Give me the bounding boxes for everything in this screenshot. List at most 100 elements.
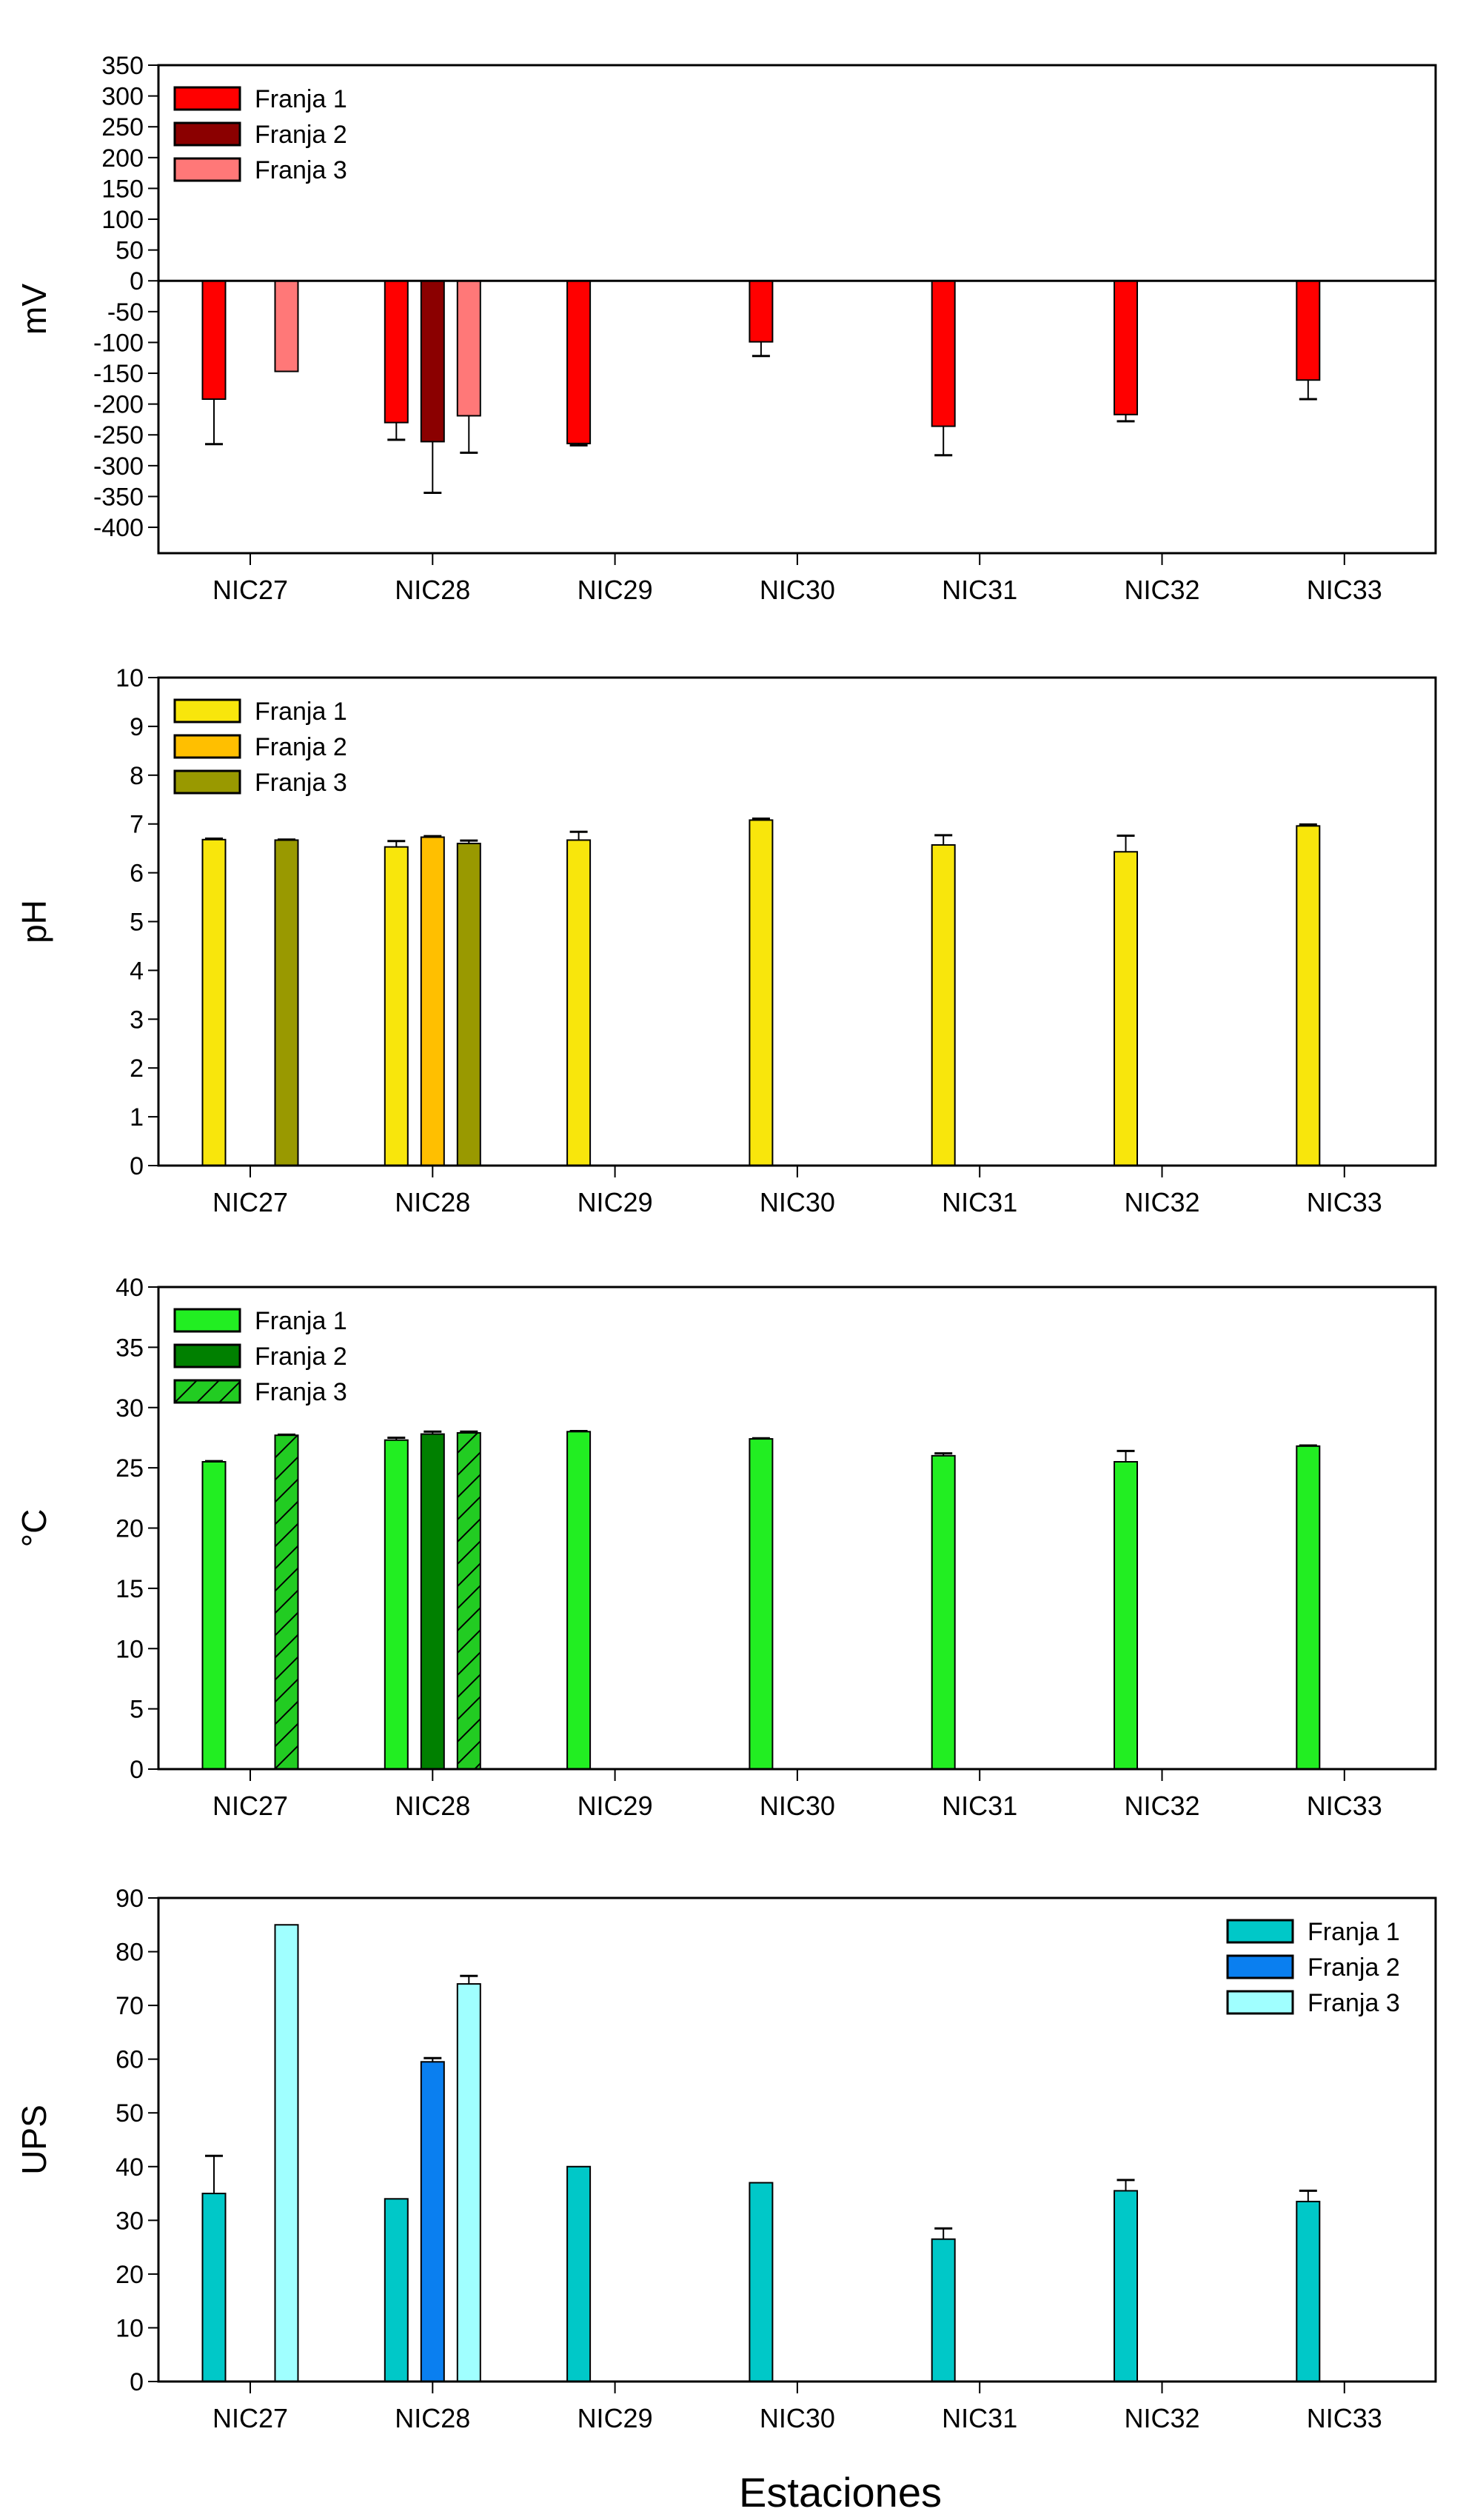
bar	[1296, 280, 1321, 381]
y-tick-label: 20	[116, 2261, 144, 2289]
y-tick-label: 20	[116, 1515, 144, 1543]
chart-panel-2: 0 1 2 3 4 5 6 7 8 9 10 NIC27 NIC28 NIC29 NIC30 NIC31 NIC…	[15, 664, 1437, 1217]
y-tick-label: 25	[116, 1454, 144, 1483]
y-tick-label: 90	[116, 1885, 144, 1913]
bar	[931, 280, 956, 427]
x-tick-label: NIC32	[1124, 1187, 1199, 1217]
legend-swatch	[173, 769, 241, 795]
y-tick-label: 0	[130, 1152, 144, 1180]
x-tick-label: NIC29	[578, 575, 653, 605]
bar	[384, 280, 409, 424]
y-tick-label: 0	[130, 1756, 144, 1784]
x-tick-label: NIC29	[578, 2403, 653, 2433]
y-tick-label: 15	[116, 1575, 144, 1603]
plot-frame	[157, 676, 1437, 1167]
bar	[201, 2193, 227, 2383]
y-tick-label: 50	[116, 2099, 144, 2128]
y-tick-label: -50	[107, 298, 144, 327]
bar	[274, 1924, 299, 2383]
legend-label: Franja 2	[255, 1343, 347, 1371]
y-tick-label: 40	[116, 1274, 144, 1302]
bar	[931, 2238, 956, 2382]
bar	[420, 2061, 445, 2382]
bar	[274, 839, 299, 1167]
y-tick-label: 0	[130, 267, 144, 295]
x-tick-label: NIC33	[1307, 1187, 1382, 1217]
x-tick-label: NIC33	[1307, 2403, 1382, 2433]
x-tick-label: NIC28	[395, 1187, 470, 1217]
bar	[201, 838, 227, 1166]
y-tick-label: 350	[101, 52, 144, 80]
x-tick-label: NIC28	[395, 1791, 470, 1821]
bar	[1296, 2200, 1321, 2383]
bar	[384, 846, 409, 1166]
x-tick-label: NIC32	[1124, 1791, 1199, 1821]
legend-label: Franja 2	[255, 733, 347, 761]
bar	[749, 819, 774, 1166]
bar	[931, 844, 956, 1166]
legend-label: Franja 1	[255, 85, 347, 113]
chart-panel-4: 0 10 20 30 40 50 60 70 80 90 NIC27 NIC28 NIC29 NIC30 N…	[15, 1885, 1437, 2433]
y-axis-label: pH	[15, 900, 53, 943]
bar	[1296, 825, 1321, 1167]
bar	[566, 280, 592, 444]
x-tick-label: NIC30	[760, 575, 835, 605]
legend-swatch	[1226, 1990, 1294, 2015]
y-tick-label: 2	[130, 1055, 144, 1083]
legend-label: Franja 2	[255, 121, 347, 149]
plot-frame	[157, 1286, 1437, 1771]
y-tick-label: 60	[116, 2046, 144, 2074]
x-tick-label: NIC29	[578, 1187, 653, 1217]
y-tick-label: 10	[116, 1635, 144, 1663]
legend-label: Franja 3	[255, 156, 347, 184]
x-tick-label: NIC28	[395, 575, 470, 605]
y-tick-label: 4	[130, 957, 144, 985]
x-tick-label: NIC27	[212, 1187, 288, 1217]
x-tick-label: NIC32	[1124, 575, 1199, 605]
bar	[201, 1460, 227, 1771]
y-tick-label: 8	[130, 762, 144, 790]
y-tick-label: 1	[130, 1103, 144, 1132]
legend-swatch	[173, 698, 241, 723]
x-tick-label: NIC31	[942, 575, 1017, 605]
x-tick-label: NIC27	[212, 2403, 288, 2433]
bar	[1114, 2190, 1138, 2382]
y-tick-label: -100	[93, 329, 144, 357]
legend-swatch	[173, 86, 241, 111]
y-tick-label: 10	[116, 2314, 144, 2342]
y-tick-label: 200	[101, 144, 144, 173]
y-tick-label: 30	[116, 1394, 144, 1423]
bar	[384, 1439, 409, 1770]
bar	[456, 843, 481, 1167]
y-tick-label: 150	[101, 175, 144, 203]
legend-label: Franja 1	[255, 698, 347, 726]
y-tick-label: -200	[93, 391, 144, 419]
bar	[1114, 280, 1138, 415]
x-tick-label: NIC30	[760, 2403, 835, 2433]
y-tick-label: 5	[130, 909, 144, 937]
x-tick-label: NIC31	[942, 2403, 1017, 2433]
legend-swatch	[1226, 1919, 1294, 1944]
bar	[456, 280, 481, 417]
y-axis-label: mV	[15, 284, 53, 335]
y-tick-label: 50	[116, 237, 144, 265]
legend-label: Franja 1	[1308, 1918, 1400, 1946]
x-tick-label: NIC31	[942, 1187, 1017, 1217]
x-tick-label: NIC30	[760, 1187, 835, 1217]
y-axis-label: UPS	[15, 2105, 53, 2175]
y-tick-label: 40	[116, 2153, 144, 2182]
bar	[420, 1433, 445, 1771]
y-tick-label: 30	[116, 2207, 144, 2235]
bar	[749, 1438, 774, 1770]
x-tick-label: NIC31	[942, 1791, 1017, 1821]
x-tick-label: NIC27	[212, 1791, 288, 1821]
y-tick-label: 250	[101, 113, 144, 141]
bar	[566, 839, 592, 1167]
legend-swatch	[1226, 1954, 1294, 1979]
plot-frame	[157, 64, 1437, 555]
bar	[566, 2165, 592, 2383]
legend-swatch	[173, 1343, 241, 1368]
x-tick-label: NIC29	[578, 1791, 653, 1821]
y-tick-label: 0	[130, 2368, 144, 2396]
